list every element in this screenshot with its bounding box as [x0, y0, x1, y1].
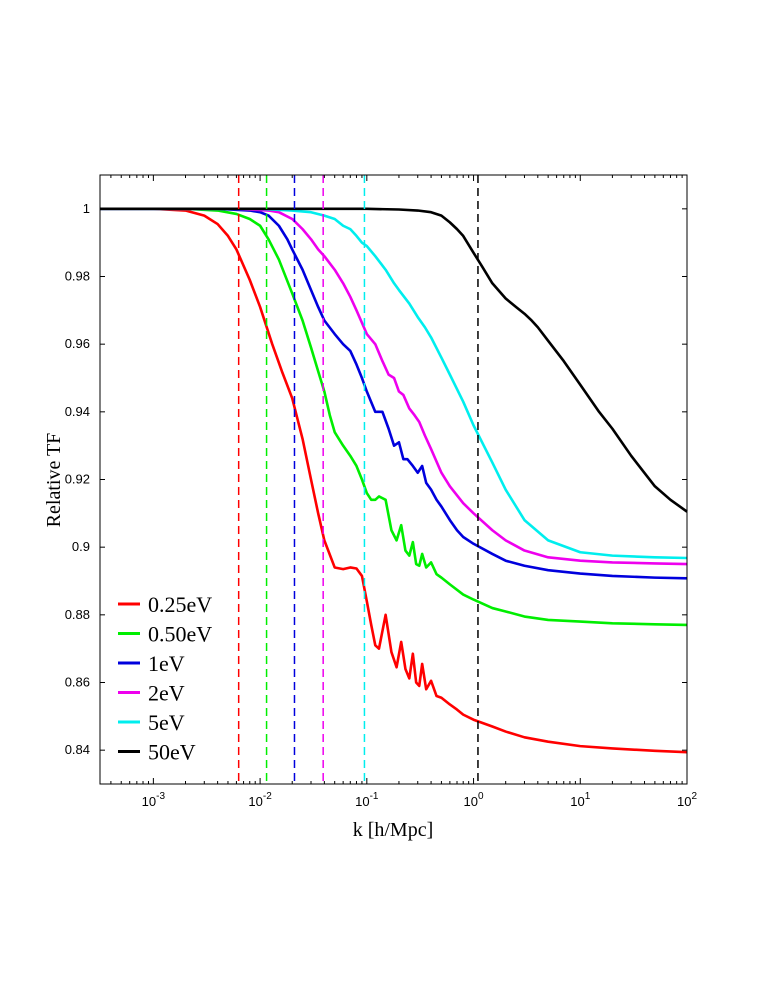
x-tick-label-0: 10-3	[142, 791, 166, 809]
y-tick-label-8: 1	[83, 201, 90, 216]
cutoff-vertical-lines	[237, 175, 479, 784]
series-line-0	[99, 207, 688, 754]
y-tick-label-6: 0.96	[65, 336, 90, 351]
y-axis-label: Relative TF	[43, 433, 65, 528]
series-line-5	[99, 207, 688, 513]
legend-label-2: 1eV	[148, 651, 185, 676]
x-tick-label-1: 10-2	[248, 791, 272, 809]
y-tick-label-2: 0.88	[65, 607, 90, 622]
y-axis-ticks: 0.84 0.86 0.88 0.9 0.92 0.94 0.96 0.98 1	[65, 201, 687, 757]
y-tick-label-7: 0.98	[65, 269, 90, 284]
y-tick-label-1: 0.86	[65, 675, 90, 690]
x-tick-label-2: 10-1	[355, 791, 379, 809]
legend: 0.25eV 0.50eV 1eV 2eV 5eV 50eV	[118, 592, 212, 765]
legend-label-0: 0.25eV	[148, 592, 212, 617]
series-lines	[99, 207, 688, 754]
series-line-4	[99, 207, 688, 560]
x-axis-label: k [h/Mpc]	[353, 819, 434, 841]
legend-label-3: 2eV	[148, 681, 185, 706]
x-tick-label-4: 101	[570, 791, 590, 809]
series-line-1	[99, 207, 688, 627]
legend-label-1: 0.50eV	[148, 622, 212, 647]
y-tick-label-0: 0.84	[65, 742, 90, 757]
y-tick-label-3: 0.9	[72, 539, 90, 554]
x-axis-ticks: 10-3 10-2 10-1 100 101 102	[110, 175, 697, 809]
legend-label-5: 50eV	[148, 740, 196, 765]
series-line-3	[99, 207, 688, 566]
x-tick-label-5: 102	[677, 791, 697, 809]
legend-label-4: 5eV	[148, 710, 185, 735]
y-tick-label-5: 0.94	[65, 404, 90, 419]
x-tick-label-3: 100	[464, 791, 484, 809]
y-tick-label-4: 0.92	[65, 472, 90, 487]
series-line-2	[99, 207, 688, 580]
